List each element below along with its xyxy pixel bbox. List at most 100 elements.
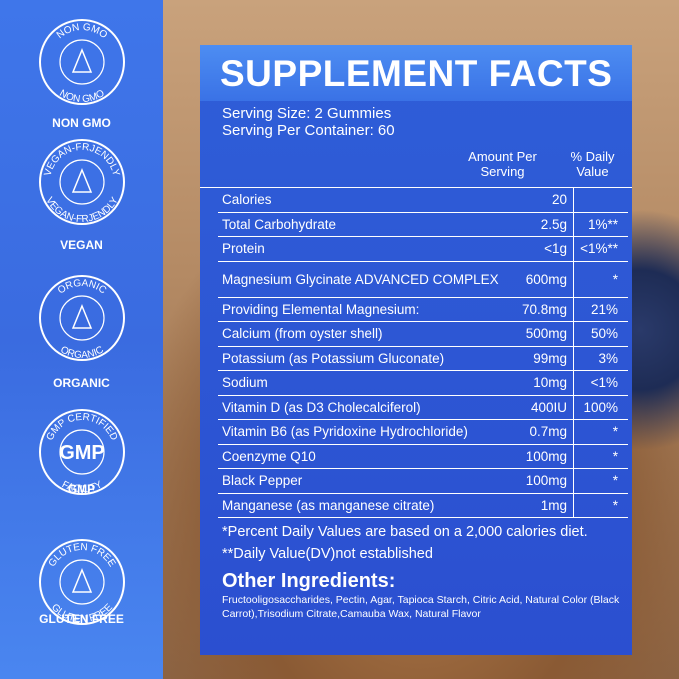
badge-label: NON GMO — [52, 116, 111, 130]
footnote: **Daily Value(DV)not established — [222, 546, 433, 562]
badge-icon — [71, 168, 93, 193]
other-title: Other Ingredients: — [222, 570, 396, 592]
ring-top: ORGANIC — [56, 278, 108, 297]
serving-size: Serving Size: 2 Gummies — [222, 105, 392, 122]
amount: 100mg — [499, 468, 574, 494]
facts-row: Total Carbohydrate 2.5g 1%** — [218, 212, 628, 237]
ring-text: FACILITY — [60, 479, 104, 495]
nutrient: Calories — [218, 188, 499, 213]
nutrient: Sodium — [218, 370, 499, 396]
ring-text: ORGANIC — [58, 344, 105, 361]
header-amount: Amount Per Serving — [468, 149, 537, 179]
ring-top: GLUTEN FREE — [47, 542, 118, 569]
amount: 1mg — [499, 493, 574, 518]
ring-text: GLUTEN FREE — [47, 542, 118, 569]
amount: 20 — [499, 188, 574, 213]
badge-inner — [59, 39, 105, 85]
amount: 2.5g — [499, 212, 574, 237]
table-header: Amount Per Serving % Daily Value — [200, 145, 632, 188]
ring-text: GMP CERTIFIED — [45, 412, 120, 442]
badge-label: GMP — [67, 482, 96, 496]
badge-inner — [59, 559, 105, 605]
other-text: Fructooligosaccharides, Pectin, Agar, Ta… — [222, 594, 620, 620]
nutrient: Coenzyme Q10 — [218, 444, 499, 469]
daily-value: * — [573, 468, 628, 494]
facts-row: Potassium (as Potassium Gluconate) 99mg 3% — [218, 346, 628, 371]
daily-value: <1% — [573, 370, 628, 396]
badge-ring — [39, 19, 125, 105]
amount: 100mg — [499, 444, 574, 469]
nutrient: Vitamin D (as D3 Cholecalciferol) — [218, 395, 499, 420]
amount: 400IU — [499, 395, 574, 420]
daily-value: * — [573, 419, 628, 445]
badge-sidebar: NON GMO NON GMO VEGAN-FRJENDLY VEGAN-FRJEND… — [0, 0, 163, 679]
amount: 10mg — [499, 370, 574, 396]
nutrient: Black Pepper — [218, 468, 499, 494]
servings: Serving Per Container: 60 — [222, 122, 395, 139]
daily-value: <1%** — [573, 236, 628, 262]
badge-center: GMP — [59, 442, 105, 464]
amount: 500mg — [499, 321, 574, 347]
nutrient: Potassium (as Potassium Gluconate) — [218, 346, 499, 371]
ring-bottom: FACILITY — [60, 479, 104, 495]
facts-row: Vitamin B6 (as Pyridoxine Hydrochloride)… — [218, 419, 628, 445]
badge-inner — [59, 295, 105, 341]
ring-top: GMP CERTIFIED — [45, 412, 120, 442]
badge-ring — [39, 139, 125, 225]
ring-text: NON GMO — [57, 88, 106, 105]
amount: 0.7mg — [499, 419, 574, 445]
nutrient: Protein — [218, 236, 499, 262]
badge-icon — [71, 304, 93, 329]
badge-icon — [71, 568, 93, 593]
daily-value: * — [573, 444, 628, 469]
amount: 99mg — [499, 346, 574, 371]
amount: <1g — [499, 236, 574, 262]
facts-row: Providing Elemental Magnesium: 70.8mg 21% — [218, 297, 628, 322]
badge-ring — [39, 539, 125, 625]
facts-panel: SUPPLEMENT FACTS Serving Size: 2 Gummies… — [200, 45, 632, 655]
daily-value: 50% — [573, 321, 628, 347]
badge-label: ORGANIC — [53, 376, 110, 390]
nutrient: Vitamin B6 (as Pyridoxine Hydrochloride) — [218, 419, 499, 445]
amount: 70.8mg — [499, 297, 574, 322]
header-dv: % Daily Value — [570, 149, 615, 179]
badge-inner — [59, 429, 105, 475]
facts-row: Vitamin D (as D3 Cholecalciferol) 400IU 10… — [218, 395, 628, 420]
facts-row: Calories 20 — [218, 188, 628, 213]
title: SUPPLEMENT FACTS — [200, 45, 632, 101]
daily-value: 21% — [573, 297, 628, 322]
badge-label: GLUTEN FREE — [39, 612, 124, 626]
daily-value: 1%** — [573, 212, 628, 237]
daily-value: * — [573, 261, 628, 298]
facts-row: Coenzyme Q10 100mg * — [218, 444, 628, 469]
nutrient: Total Carbohydrate — [218, 212, 499, 237]
badge-inner — [59, 159, 105, 205]
facts-row: Black Pepper 100mg * — [218, 468, 628, 494]
badge-ring — [39, 409, 125, 495]
facts-row: Magnesium Glycinate ADVANCED COMPLEX 600m… — [218, 261, 628, 298]
badge-icon — [71, 48, 93, 73]
facts-table: Calories 20 Total Carbohydrate 2.5g 1%** Prot… — [218, 188, 628, 518]
facts-row: Sodium 10mg <1% — [218, 370, 628, 396]
ring-bottom: VEGAN-FRJENDLY — [43, 195, 121, 225]
facts-row: Protein <1g <1%** — [218, 236, 628, 262]
daily-value: * — [573, 493, 628, 518]
facts-row: Manganese (as manganese citrate) 1mg * — [218, 493, 628, 518]
ring-bottom: ORGANIC — [58, 344, 105, 361]
badge-label: VEGAN — [60, 238, 103, 252]
ring-bottom: NON GMO — [57, 88, 106, 105]
ring-text: ORGANIC — [56, 278, 108, 297]
badge-ring — [39, 275, 125, 361]
facts-row: Calcium (from oyster shell) 500mg 50% — [218, 321, 628, 347]
footnote: *Percent Daily Values are based on a 2,0… — [222, 524, 588, 540]
daily-value: 3% — [573, 346, 628, 371]
nutrient: Manganese (as manganese citrate) — [218, 493, 499, 518]
daily-value: 100% — [573, 395, 628, 420]
amount: 600mg — [499, 261, 574, 298]
nutrient: Providing Elemental Magnesium: — [218, 297, 499, 322]
daily-value — [573, 188, 628, 213]
nutrient: Calcium (from oyster shell) — [218, 321, 499, 347]
nutrient: Magnesium Glycinate ADVANCED COMPLEX — [218, 261, 499, 298]
